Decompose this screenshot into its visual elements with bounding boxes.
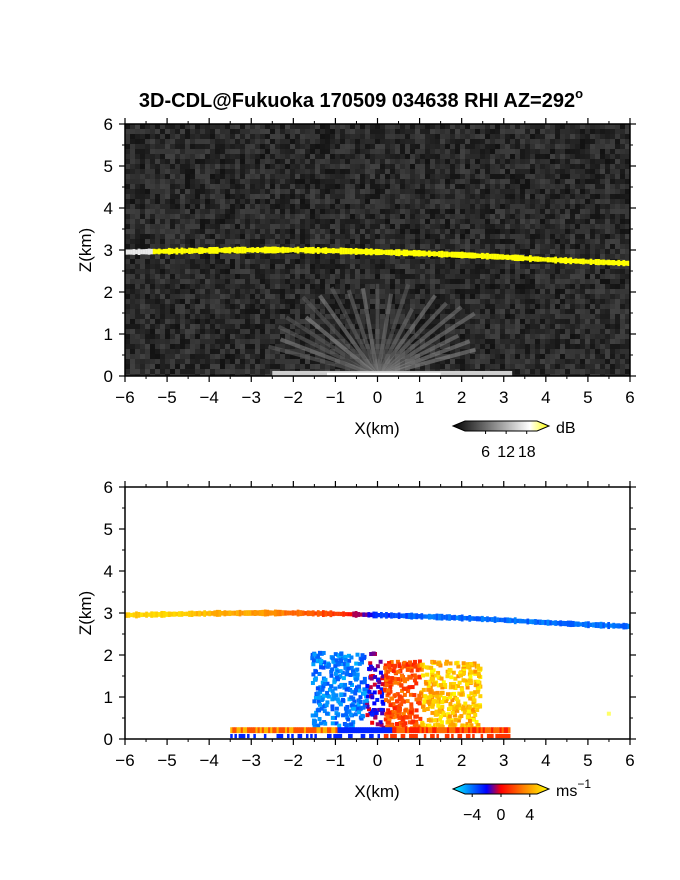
reflectivity-y-tick-label: 4 — [104, 199, 113, 218]
reflectivity-x-tick-label: −4 — [199, 388, 218, 407]
velocity-layer — [125, 609, 630, 630]
reflectivity-y-tick-label: 2 — [104, 283, 113, 302]
reflectivity-x-tick-label: 6 — [625, 388, 634, 407]
reflectivity-layer — [125, 246, 630, 267]
reflectivity-colorbar-tick: 18 — [518, 444, 536, 461]
velocity-y-tick-label: 2 — [104, 646, 113, 665]
velocity-x-tick-label: 6 — [625, 751, 634, 770]
velocity-x-tick-label: 5 — [583, 751, 592, 770]
reflectivity-y-tick-label: 1 — [104, 325, 113, 344]
reflectivity-x-tick-label: 2 — [457, 388, 466, 407]
reflectivity-x-tick-label: 3 — [499, 388, 508, 407]
velocity-colorbar-unit: ms−1 — [556, 777, 591, 800]
velocity-x-tick-label: −3 — [242, 751, 261, 770]
reflectivity-ticks: −6 −5 −4 −3 −2 −1 0 1 2 3 4 5 6 0 1 2 3 4 5 6 — [104, 115, 636, 407]
velocity-x-label: X(km) — [354, 782, 399, 801]
velocity-colorbar-tick: 0 — [497, 807, 506, 824]
velocity-x-tick-label: 1 — [415, 751, 424, 770]
velocity-x-tick-label: 3 — [499, 751, 508, 770]
velocity-x-tick-label: −1 — [326, 751, 345, 770]
velocity-y-label: Z(km) — [76, 591, 95, 635]
velocity-panel: −6 −5 −4 −3 −2 −1 0 1 2 3 4 5 6 0 1 2 3 4 5 6 X(km) Z(km) m… — [76, 478, 636, 824]
velocity-x-tick-label: 2 — [457, 751, 466, 770]
reflectivity-x-label: X(km) — [354, 419, 399, 438]
reflectivity-x-tick-label: −5 — [157, 388, 176, 407]
reflectivity-x-tick-label: 0 — [373, 388, 382, 407]
reflectivity-x-tick-label: −2 — [284, 388, 303, 407]
reflectivity-y-label: Z(km) — [76, 228, 95, 272]
velocity-y-tick-label: 6 — [104, 478, 113, 497]
reflectivity-y-tick-label: 6 — [104, 115, 113, 134]
velocity-scatter-echo — [230, 650, 611, 739]
velocity-y-tick-label: 5 — [104, 520, 113, 539]
reflectivity-y-tick-label: 0 — [104, 367, 113, 386]
velocity-y-tick-label: 1 — [104, 688, 113, 707]
velocity-colorbar-tick: −4 — [463, 807, 481, 824]
reflectivity-x-tick-label: 4 — [541, 388, 550, 407]
velocity-y-tick-label: 0 — [104, 730, 113, 749]
velocity-colorbar-tick: 4 — [525, 807, 534, 824]
velocity-x-tick-label: −4 — [199, 751, 218, 770]
reflectivity-colorbar: dB 6 12 18 — [451, 420, 576, 461]
reflectivity-x-tick-label: −1 — [326, 388, 345, 407]
reflectivity-y-tick-label: 3 — [104, 241, 113, 260]
velocity-y-tick-label: 4 — [104, 562, 113, 581]
velocity-x-tick-label: −5 — [157, 751, 176, 770]
reflectivity-y-tick-label: 5 — [104, 157, 113, 176]
velocity-y-tick-label: 3 — [104, 604, 113, 623]
reflectivity-x-tick-label: 5 — [583, 388, 592, 407]
reflectivity-x-tick-label: 1 — [415, 388, 424, 407]
velocity-x-tick-label: −2 — [284, 751, 303, 770]
reflectivity-colorbar-unit: dB — [556, 420, 576, 437]
velocity-x-tick-label: 0 — [373, 751, 382, 770]
velocity-x-tick-label: 4 — [541, 751, 550, 770]
chart-title: 3D-CDL@Fukuoka 170509 034638 RHI AZ=292o — [139, 86, 583, 112]
velocity-colorbar: ms−1 −4 0 4 — [451, 777, 591, 824]
velocity-x-tick-label: −6 — [115, 751, 134, 770]
velocity-ticks: −6 −5 −4 −3 −2 −1 0 1 2 3 4 5 6 0 1 2 3 4 5 6 — [104, 478, 636, 770]
reflectivity-x-tick-label: −6 — [115, 388, 134, 407]
reflectivity-x-tick-label: −3 — [242, 388, 261, 407]
reflectivity-colorbar-tick: 12 — [497, 444, 515, 461]
reflectivity-colorbar-tick: 6 — [481, 444, 490, 461]
reflectivity-ground-echo — [272, 370, 513, 376]
